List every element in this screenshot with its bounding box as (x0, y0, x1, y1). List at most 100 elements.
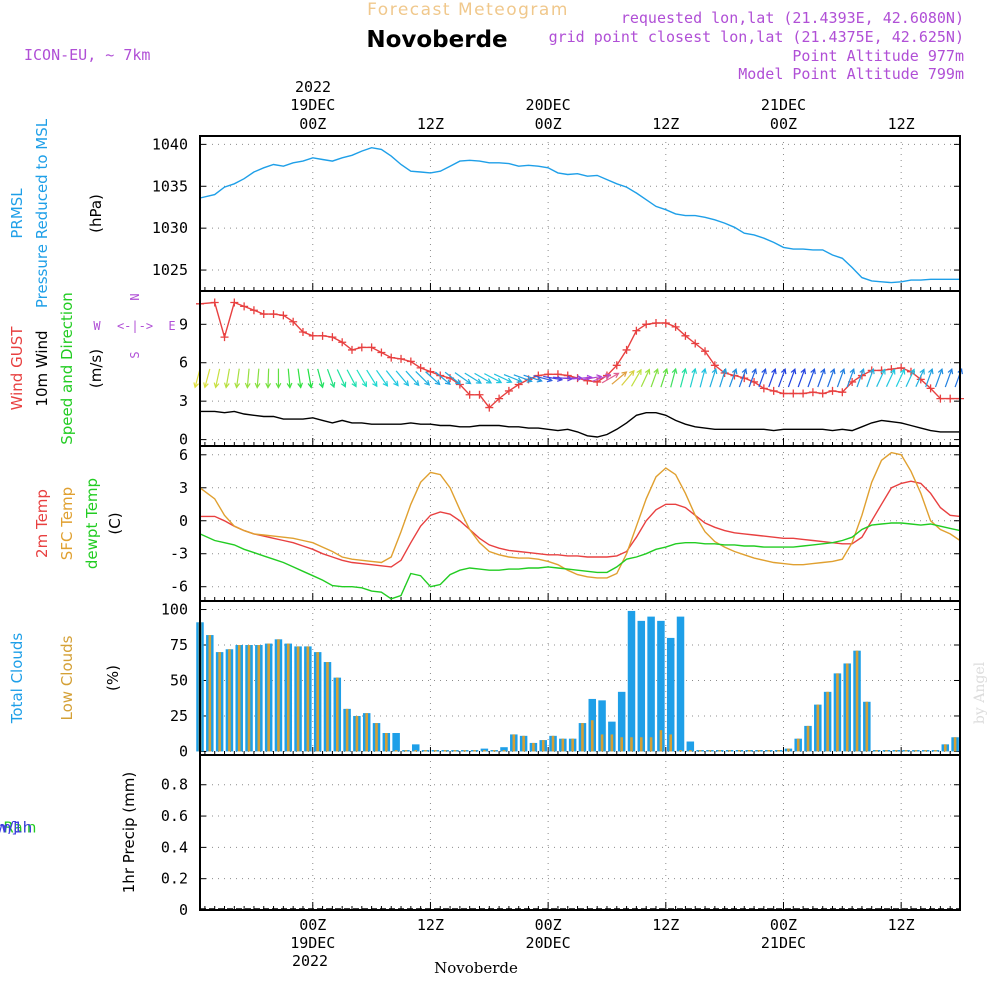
requested-coords: requested lon,lat (21.4393E, 42.6080N) (621, 9, 964, 27)
low-cloud-bar (541, 740, 545, 752)
panel-label: 2m Temp (33, 489, 51, 558)
panel-wind: 0 3 6 9 Wind GUST 10m Wind Speed and Direction… (8, 290, 964, 449)
low-cloud-bar (630, 737, 633, 752)
gust-marker (946, 394, 955, 403)
y-tick-label: 0.6 (161, 807, 188, 825)
panel-label: PRMSL (8, 188, 26, 239)
panel-pressure: 1025 1030 1035 1040 PRMSL Pressure Reduced to… (8, 118, 961, 308)
wind-arrow-head (265, 382, 272, 389)
total-cloud-bar (411, 744, 420, 752)
gust-marker (652, 319, 660, 328)
wind-arrow-head (329, 382, 336, 389)
wind-arrow (326, 368, 335, 388)
panel-label: Snow/1h (0, 819, 32, 837)
gust-marker (495, 394, 504, 403)
footer-location: Novoberde (434, 959, 518, 977)
low-cloud-bar (365, 713, 369, 752)
low-cloud-bar (865, 701, 869, 752)
y-tick-label: -6 (170, 578, 188, 596)
y-tick-label: 75 (170, 636, 188, 654)
low-cloud-bar (355, 715, 359, 752)
wind-arrow-head (681, 367, 688, 374)
low-cloud-bar (904, 750, 908, 752)
wind-arrow-head (644, 368, 651, 375)
wind-arrow-head (839, 368, 846, 375)
low-cloud-bar (777, 750, 780, 752)
wind-arrow (856, 368, 865, 388)
gust-marker (328, 333, 337, 342)
gust-marker (240, 302, 249, 311)
gust-marker (348, 345, 356, 354)
low-cloud-bar (345, 708, 349, 752)
wind-arrow (287, 368, 291, 388)
gust-marker (210, 298, 219, 307)
wind-arrow-head (636, 368, 642, 375)
total-cloud-bar (598, 700, 606, 752)
low-cloud-bar (943, 744, 947, 752)
wind-arrow (533, 375, 552, 382)
low-cloud-bar (326, 662, 329, 752)
y-tick-label: 0 (179, 431, 188, 449)
wind-arrow (503, 373, 522, 383)
wind-arrow-head (800, 368, 807, 375)
low-cloud-bar (875, 750, 878, 752)
low-cloud-bar (267, 643, 270, 752)
low-cloud-bar (237, 645, 241, 752)
low-cloud-bar (757, 750, 761, 752)
panel-label: SFC Temp (58, 487, 76, 560)
top-year-label: 2022 (295, 78, 331, 96)
wind-arrow (699, 368, 706, 388)
wind-arrow (425, 371, 441, 385)
wind-arrow-head (465, 378, 472, 385)
wind-arrow-head (880, 368, 886, 375)
wind-arrow (543, 375, 563, 381)
gust-marker (504, 386, 513, 395)
wind-arrow (366, 369, 378, 387)
wind-arrow-head (605, 373, 612, 380)
bottom-date-label: 21DEC (761, 934, 806, 952)
wind-arrow-head (393, 380, 399, 387)
unit-label: (C) (106, 512, 124, 534)
wind-arrow (297, 368, 302, 388)
y-tick-label: 1030 (152, 219, 188, 237)
wind-arrow-head (297, 382, 304, 389)
total-cloud-bar (617, 691, 626, 752)
wind-arrow-head (731, 368, 738, 375)
low-cloud-bar (306, 646, 310, 752)
low-cloud-bar (885, 750, 888, 752)
low-cloud-bar (669, 734, 673, 752)
wind-arrow (415, 370, 430, 386)
top-time-label: 12Z (888, 115, 915, 133)
wind-arrow-head (254, 382, 261, 389)
wind-arrow-head (909, 368, 916, 375)
wind-arrow-head (475, 378, 482, 384)
gust-marker (779, 389, 788, 398)
wind-arrow-head (761, 368, 767, 375)
panel-frame (199, 290, 961, 447)
wind-arrow (493, 373, 512, 383)
panel-frame (199, 445, 961, 602)
wind-arrow (621, 370, 635, 386)
gust-marker (769, 386, 778, 395)
series-line (199, 522, 961, 600)
panel-frame (199, 135, 961, 292)
low-cloud-bar (600, 734, 604, 752)
gust-marker (701, 347, 710, 356)
wind-arrow-head (869, 368, 875, 375)
wind-arrow (395, 370, 409, 386)
gust-marker (789, 389, 798, 398)
series-line (199, 146, 960, 284)
low-cloud-bar (816, 704, 820, 752)
wind-arrow-head (653, 368, 659, 375)
wind-arrow (513, 374, 532, 382)
wind-arrow-head (890, 368, 896, 375)
wind-arrow (738, 368, 747, 388)
wind-arrow (336, 369, 346, 387)
wind-arrow-head (382, 380, 389, 387)
low-cloud-bar (277, 639, 280, 752)
wind-arrow-head (671, 367, 678, 374)
low-cloud-bar (914, 750, 918, 752)
wind-arrow (307, 368, 312, 388)
panel-precip: 0 0.2 0.4 0.6 0.8 Total RainSnow/1h[cm] 1hr Pr… (0, 754, 961, 919)
watermark: by Angel (972, 661, 988, 724)
